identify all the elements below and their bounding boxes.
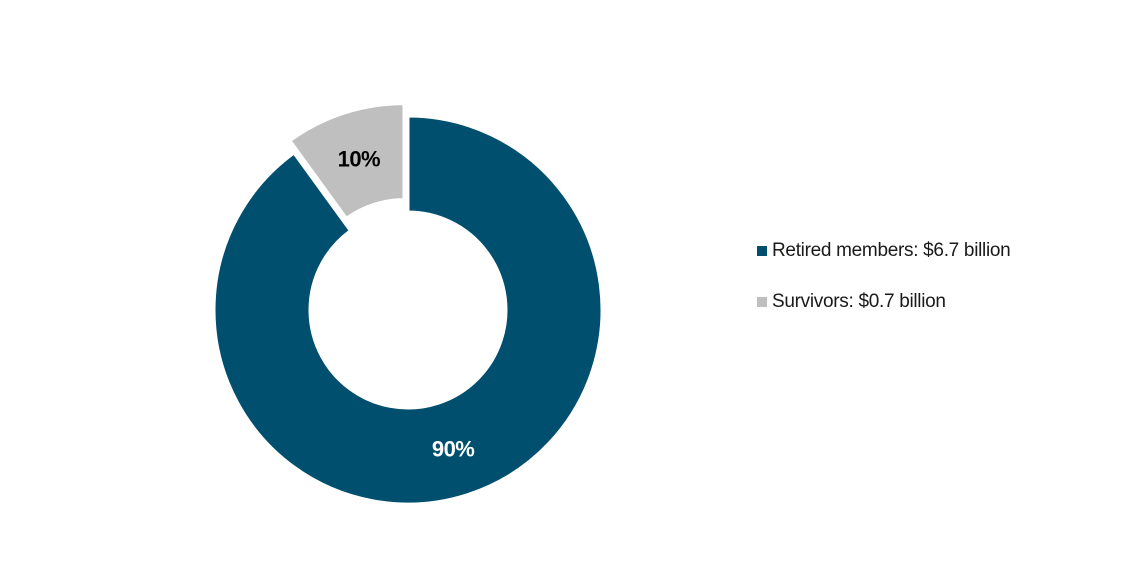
legend-label-retired-members: Retired members: $6.7 billion bbox=[772, 240, 1011, 261]
legend-label-survivors: Survivors: $0.7 billion bbox=[772, 291, 946, 312]
legend: Retired members: $6.7 billion Survivors:… bbox=[757, 238, 1011, 340]
legend-swatch-retired-members bbox=[757, 246, 767, 256]
donut-slice-0 bbox=[212, 114, 604, 506]
donut-slice-label-1: 10% bbox=[338, 146, 381, 171]
donut-slice-label-0: 90% bbox=[432, 436, 475, 461]
legend-item-survivors: Survivors: $0.7 billion bbox=[757, 289, 1010, 315]
donut-slice-1 bbox=[287, 102, 406, 221]
legend-item-retired-members: Retired members: $6.7 billion bbox=[757, 238, 1011, 264]
legend-swatch-survivors bbox=[757, 297, 767, 307]
